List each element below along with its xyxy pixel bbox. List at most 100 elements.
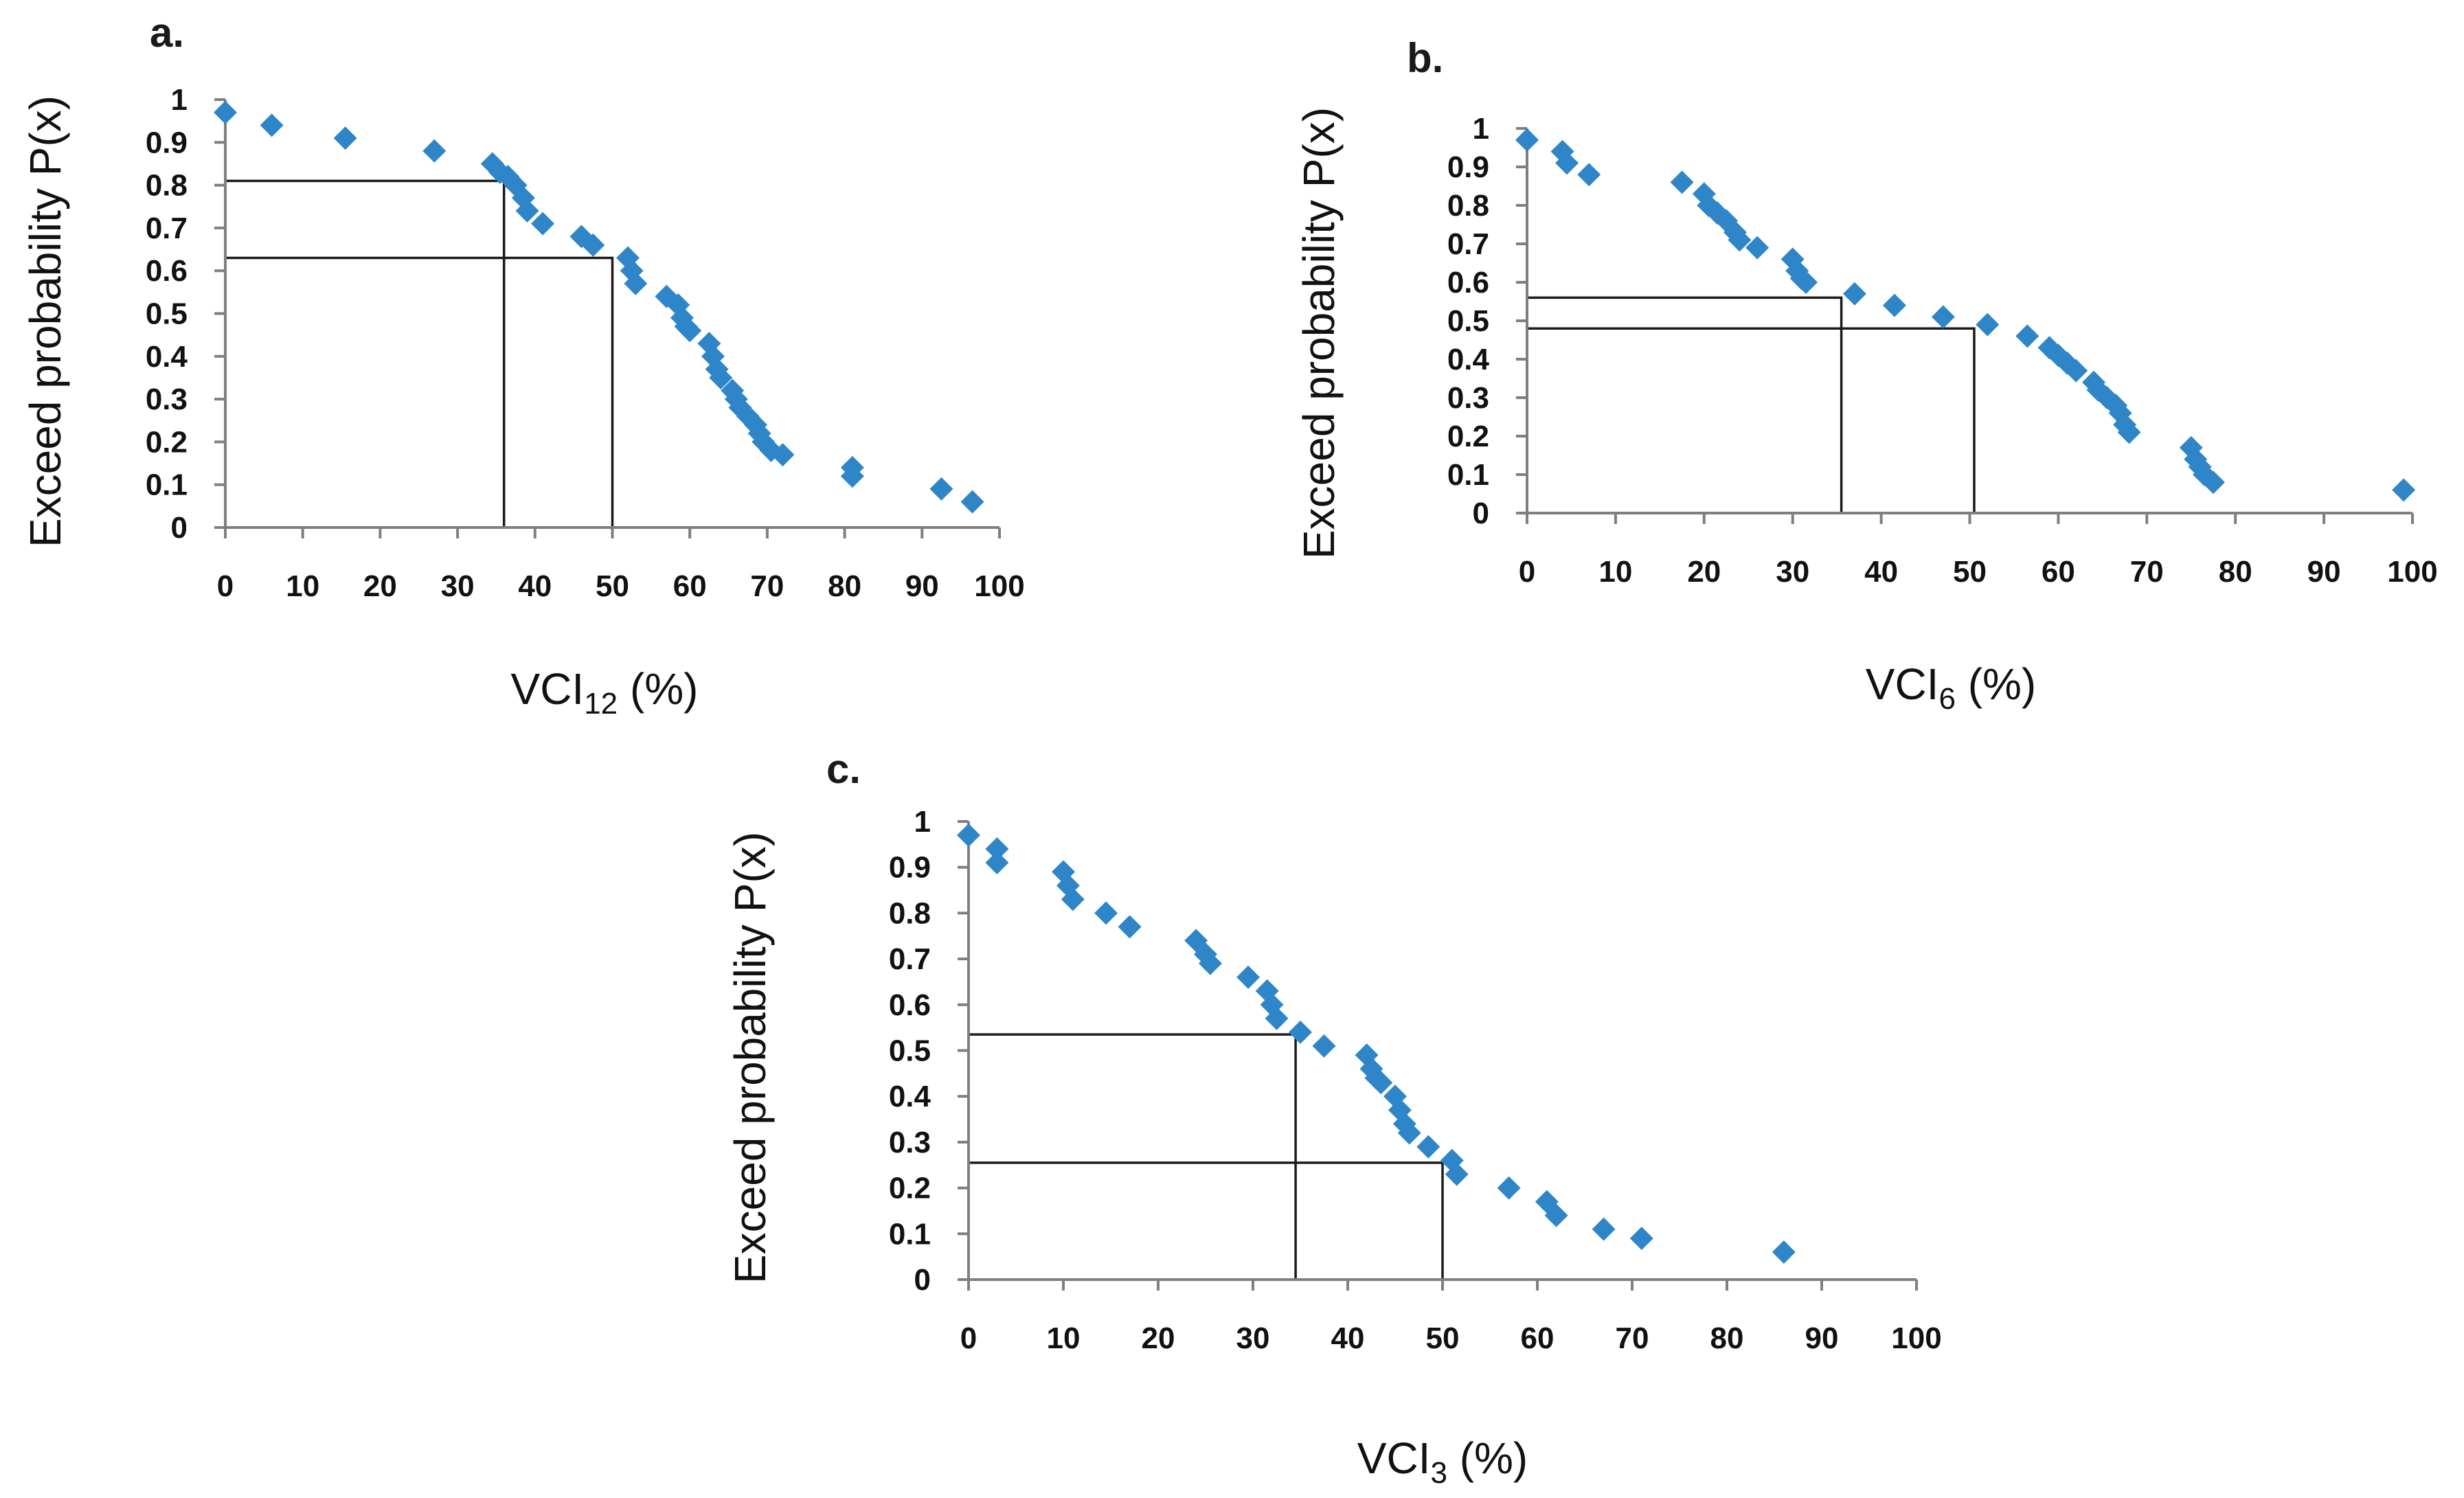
y-tick-label-a: 0.8 bbox=[146, 169, 188, 203]
guide-line-a-1 bbox=[225, 179, 506, 527]
x-tick-label-c: 100 bbox=[1891, 1321, 1941, 1355]
y-axis-title-a: Exceed probability P(x) bbox=[21, 95, 70, 547]
x-axis-title-a: VCI12 (%) bbox=[511, 664, 699, 720]
data-point-b bbox=[2117, 420, 2141, 444]
y-tick-label-b: 1 bbox=[1473, 112, 1489, 146]
data-point-a bbox=[960, 490, 984, 514]
x-tick-label-b: 100 bbox=[2387, 555, 2437, 589]
data-point-a bbox=[260, 113, 284, 137]
x-axis-title-c: VCI3 (%) bbox=[1357, 1433, 1528, 1490]
y-axis-title-b: Exceed probability P(x) bbox=[1294, 107, 1344, 559]
y-tick-label-a: 0.7 bbox=[146, 212, 188, 245]
y-tick-label-c: 0.6 bbox=[889, 988, 931, 1022]
y-tick-label-c: 0.2 bbox=[889, 1172, 931, 1205]
x-tick-label-a: 80 bbox=[828, 569, 861, 603]
y-tick-label-b: 0.8 bbox=[1447, 189, 1489, 223]
y-tick-label-b: 0.6 bbox=[1447, 266, 1489, 299]
panel-label-c: c. bbox=[826, 746, 861, 792]
x-tick-label-b: 20 bbox=[1687, 555, 1721, 589]
x-tick-label-a: 40 bbox=[518, 569, 552, 603]
data-point-b bbox=[1931, 305, 1955, 329]
x-tick-label-a: 70 bbox=[750, 569, 784, 603]
x-tick-label-c: 0 bbox=[960, 1321, 977, 1355]
data-point-a bbox=[840, 464, 864, 488]
x-tick-label-b: 30 bbox=[1776, 555, 1809, 589]
y-tick-label-b: 0.5 bbox=[1447, 304, 1489, 338]
x-tick-label-c: 80 bbox=[1710, 1321, 1744, 1355]
data-point-c bbox=[1772, 1240, 1796, 1264]
x-tick-label-a: 0 bbox=[217, 569, 234, 603]
panel-label-b: b. bbox=[1407, 35, 1443, 81]
x-axis-title-base-b: VCI bbox=[1866, 659, 1939, 709]
x-tick-label-b: 80 bbox=[2219, 555, 2252, 589]
data-point-b bbox=[2064, 359, 2088, 383]
data-point-a bbox=[422, 139, 447, 163]
axes-c: 0 10 20 30 40 50 60 70 80 90 100 0 0.1 0.2 0.3 0.4 0.5 0.… bbox=[889, 805, 1942, 1355]
x-tick-label-c: 60 bbox=[1521, 1321, 1555, 1355]
x-tick-label-b: 60 bbox=[2042, 555, 2075, 589]
x-tick-label-c: 40 bbox=[1331, 1321, 1365, 1355]
data-point-b bbox=[1842, 282, 1866, 306]
data-point-c bbox=[985, 837, 1009, 861]
y-tick-label-b: 0.1 bbox=[1447, 458, 1489, 492]
x-tick-label-c: 20 bbox=[1142, 1321, 1175, 1355]
x-tick-label-b: 50 bbox=[1953, 555, 1987, 589]
y-tick-label-a: 1 bbox=[171, 83, 188, 117]
x-axis-title-base-c: VCI bbox=[1357, 1433, 1431, 1483]
x-tick-label-a: 60 bbox=[673, 569, 707, 603]
x-tick-label-a: 50 bbox=[596, 569, 629, 603]
y-tick-label-c: 0.9 bbox=[889, 851, 931, 885]
y-tick-label-a: 0.4 bbox=[146, 340, 188, 374]
x-tick-label-c: 90 bbox=[1805, 1321, 1839, 1355]
data-point-c bbox=[985, 851, 1009, 875]
data-points-c bbox=[957, 824, 1796, 1264]
y-tick-label-a: 0.9 bbox=[146, 126, 188, 159]
y-tick-label-c: 0.8 bbox=[889, 896, 931, 930]
y-tick-label-b: 0.2 bbox=[1447, 420, 1489, 453]
guide-lines-b bbox=[1527, 296, 1976, 513]
x-tick-label-b: 70 bbox=[2130, 555, 2164, 589]
y-tick-label-c: 0.4 bbox=[889, 1080, 931, 1113]
x-tick-label-a: 30 bbox=[441, 569, 475, 603]
data-points-b bbox=[1515, 128, 2416, 502]
data-point-a bbox=[709, 365, 733, 389]
data-point-a bbox=[624, 271, 648, 295]
data-point-b bbox=[1577, 163, 1601, 187]
x-tick-label-c: 30 bbox=[1236, 1321, 1270, 1355]
guide-line-b-2 bbox=[1527, 327, 1976, 513]
data-point-b bbox=[1670, 170, 1694, 194]
y-tick-label-c: 0.3 bbox=[889, 1126, 931, 1159]
data-point-b bbox=[1882, 293, 1906, 317]
data-points-a bbox=[214, 100, 984, 514]
x-tick-label-c: 70 bbox=[1616, 1321, 1649, 1355]
data-point-a bbox=[333, 126, 357, 150]
data-point-c bbox=[1289, 1020, 1312, 1044]
y-tick-label-a: 0.6 bbox=[146, 254, 188, 288]
x-tick-label-b: 0 bbox=[1519, 555, 1535, 589]
data-point-b bbox=[1794, 271, 1818, 294]
data-point-a bbox=[581, 233, 605, 257]
x-tick-label-a: 10 bbox=[286, 569, 319, 603]
data-point-c bbox=[957, 824, 980, 848]
data-point-c bbox=[1629, 1226, 1653, 1250]
y-tick-label-a: 0 bbox=[171, 511, 188, 545]
x-tick-label-a: 20 bbox=[363, 569, 397, 603]
data-point-c bbox=[1397, 1121, 1421, 1145]
guide-line-c-1 bbox=[969, 1033, 1297, 1280]
data-point-b bbox=[1555, 151, 1579, 175]
data-point-b bbox=[1976, 313, 2000, 337]
x-axis-title-suffix-c: (%) bbox=[1447, 1433, 1528, 1483]
data-point-c bbox=[1118, 915, 1142, 939]
data-point-b bbox=[2392, 478, 2416, 502]
data-point-c bbox=[1369, 1071, 1393, 1095]
y-tick-label-a: 0.5 bbox=[146, 297, 188, 331]
data-point-b bbox=[1745, 236, 1770, 260]
x-axis-title-suffix-a: (%) bbox=[618, 664, 698, 714]
data-point-a bbox=[531, 212, 555, 236]
data-point-c bbox=[1061, 887, 1085, 911]
y-tick-label-a: 0.2 bbox=[146, 425, 188, 459]
data-point-c bbox=[1445, 1162, 1469, 1186]
data-point-a bbox=[214, 100, 237, 124]
x-axis-title-b: VCI6 (%) bbox=[1866, 659, 2036, 716]
y-tick-label-c: 0.5 bbox=[889, 1034, 931, 1068]
